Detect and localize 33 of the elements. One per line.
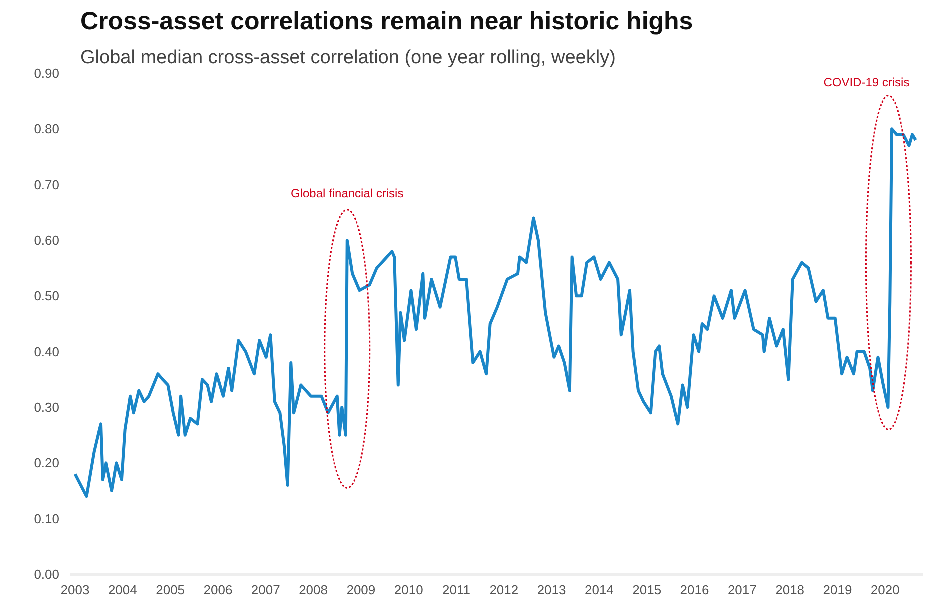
x-tick-label: 2012 (490, 582, 519, 598)
x-tick-label: 2013 (537, 582, 566, 598)
y-tick-label: 0.40 (34, 344, 60, 360)
y-tick-label: 0.60 (34, 233, 60, 248)
y-tick-label: 0.30 (34, 400, 60, 415)
y-tick-label: 0.00 (34, 567, 60, 582)
chart-subtitle: Global median cross-asset correlation (one year rolling, weekly) (80, 48, 616, 68)
line-series (74, 128, 918, 498)
x-tick-label: 2009 (346, 582, 376, 598)
x-tick-label: 2018 (776, 582, 805, 598)
y-tick-label: 0.80 (34, 122, 60, 137)
x-tick-label: 2017 (728, 582, 757, 598)
x-tick-label: 2007 (251, 582, 280, 598)
annotation: Global financial crisis (291, 186, 404, 201)
x-tick-label: 2008 (299, 582, 328, 598)
annotation: COVID-19 crisis (824, 75, 910, 90)
y-tick-label: 0.70 (34, 177, 60, 192)
y-tick-label: 0.50 (34, 288, 60, 304)
x-tick-label: 2006 (204, 582, 233, 598)
x-tick-label: 2004 (108, 582, 138, 598)
x-tick-label: 2020 (870, 582, 900, 598)
x-tick-label: 2015 (632, 582, 662, 598)
y-tick-label: 0.10 (34, 511, 60, 526)
x-tick-label: 2003 (60, 582, 90, 598)
y-tick-label: 0.90 (34, 66, 60, 81)
x-tick-label: 2011 (442, 582, 470, 598)
y-tick-label: 0.20 (34, 456, 60, 471)
x-tick-label: 2019 (823, 582, 852, 598)
x-tick-label: 2010 (394, 582, 424, 598)
x-tick-label: 2005 (156, 582, 186, 598)
x-tick-label: 2016 (680, 582, 710, 598)
chart-title: Cross-asset correlations remain near historic highs (80, 8, 694, 36)
x-tick-label: 2014 (584, 582, 614, 598)
